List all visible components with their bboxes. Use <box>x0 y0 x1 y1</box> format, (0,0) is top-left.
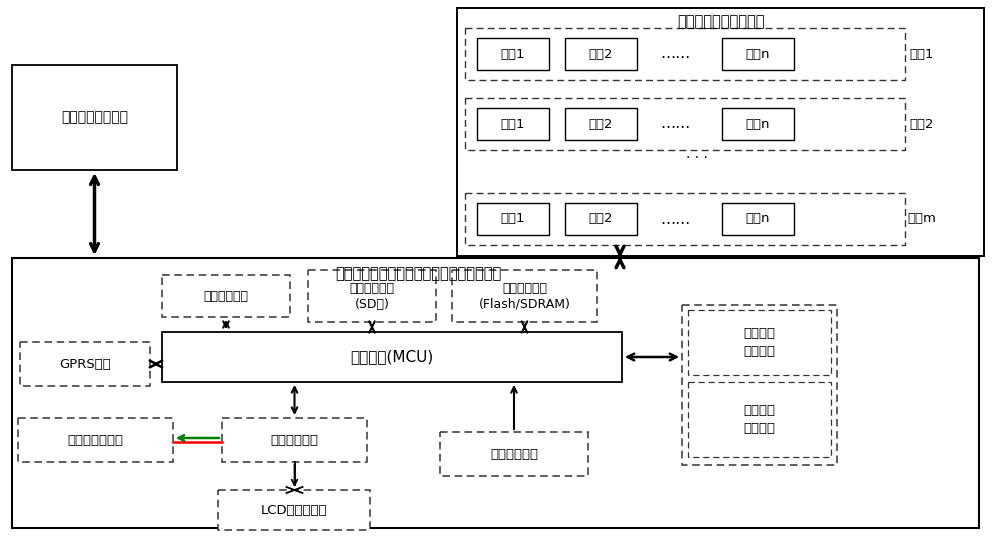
Bar <box>722 203 794 235</box>
Bar <box>477 38 549 70</box>
Bar <box>465 98 905 150</box>
Text: 电力载波: 电力载波 <box>744 404 776 417</box>
Text: 路灯2: 路灯2 <box>589 48 613 61</box>
Text: 路灯1: 路灯1 <box>501 117 525 130</box>
Text: LCD液晶显接口: LCD液晶显接口 <box>261 503 327 517</box>
Text: 串行打印机接口: 串行打印机接口 <box>68 434 124 446</box>
Bar <box>688 310 831 375</box>
Text: 外部存储模块: 外部存储模块 <box>350 281 394 294</box>
Bar <box>565 203 637 235</box>
Text: 路灯1: 路灯1 <box>501 48 525 61</box>
Bar <box>20 342 150 386</box>
Text: (Flash/SDRAM): (Flash/SDRAM) <box>479 297 570 310</box>
Text: 无线射频: 无线射频 <box>744 327 776 340</box>
Text: ……: …… <box>660 47 690 62</box>
Bar <box>162 332 622 382</box>
Text: 目标跟踪分段供电路灯: 目标跟踪分段供电路灯 <box>677 14 764 29</box>
Text: 远程路灯管理中心: 远程路灯管理中心 <box>61 110 128 124</box>
Bar <box>688 382 831 457</box>
Bar <box>162 275 290 317</box>
Bar <box>18 418 173 462</box>
Text: 串口扩展模块: 串口扩展模块 <box>270 434 318 446</box>
Text: 内部存储模块: 内部存储模块 <box>502 281 547 294</box>
Text: ……: …… <box>660 116 690 131</box>
Bar <box>308 270 436 322</box>
Text: 路灯n: 路灯n <box>746 48 770 61</box>
Text: 区段2: 区段2 <box>910 117 934 130</box>
Bar <box>565 108 637 140</box>
Bar <box>477 108 549 140</box>
Text: 时钟同步模块: 时钟同步模块 <box>204 289 248 302</box>
Text: · · ·: · · · <box>686 151 708 165</box>
Text: 串行键盘接口: 串行键盘接口 <box>490 448 538 460</box>
Bar <box>12 258 979 528</box>
Bar <box>218 490 370 530</box>
Text: GPRS模块: GPRS模块 <box>59 358 111 370</box>
Text: 路灯n: 路灯n <box>746 117 770 130</box>
Text: 通信模块: 通信模块 <box>744 422 776 435</box>
Text: 路灯2: 路灯2 <box>589 212 613 226</box>
Bar <box>565 38 637 70</box>
Bar <box>222 418 367 462</box>
Text: (SD卡): (SD卡) <box>355 297 389 310</box>
Bar <box>465 28 905 80</box>
Text: 通信模块: 通信模块 <box>744 345 776 358</box>
Bar <box>457 8 984 256</box>
Bar <box>12 65 177 170</box>
Text: 路灯1: 路灯1 <box>501 212 525 226</box>
Bar <box>722 38 794 70</box>
Text: 区段m: 区段m <box>908 212 936 226</box>
Bar <box>465 193 905 245</box>
Bar <box>440 432 588 476</box>
Bar <box>452 270 597 322</box>
Text: 路灯2: 路灯2 <box>589 117 613 130</box>
Text: 区段1: 区段1 <box>910 48 934 61</box>
Text: 目标跟踪分段供电路灯数据采集与控制系统: 目标跟踪分段供电路灯数据采集与控制系统 <box>335 266 501 281</box>
Bar <box>477 203 549 235</box>
Bar <box>682 305 837 465</box>
Bar <box>722 108 794 140</box>
Text: 微处理器(MCU): 微处理器(MCU) <box>350 349 434 364</box>
Text: 路灯n: 路灯n <box>746 212 770 226</box>
Text: ……: …… <box>660 212 690 227</box>
